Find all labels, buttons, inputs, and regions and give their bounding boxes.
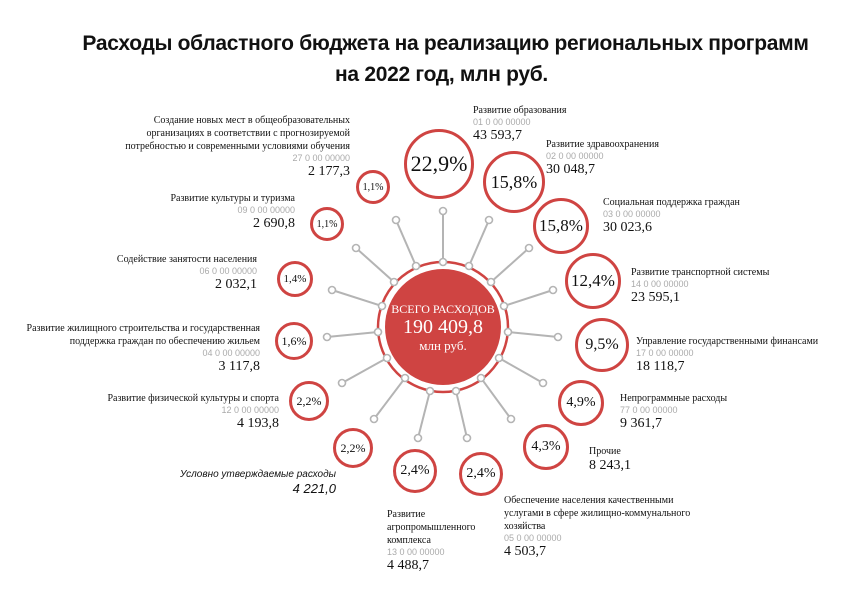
label-agro: Развитие агропромышленного комплекса 13 … — [387, 509, 476, 573]
label-social-support: Социальная поддержка граждан 03 0 00 000… — [603, 197, 740, 235]
percent-bubble-employment: 1,4% — [277, 261, 313, 297]
percent-bubble-social-support: 15,8% — [533, 198, 589, 254]
label-public-finance: Управление государственными финансами 17… — [636, 336, 819, 374]
label-other: Прочие 8 243,1 — [589, 446, 631, 473]
label-new-school-places: Создание новых мест в общеобразовательны… — [125, 115, 350, 179]
percent-bubble-sport: 2,2% — [289, 381, 329, 421]
total-label: ВСЕГО РАСХОДОВ — [391, 302, 495, 316]
percent-bubble-education: 22,9% — [404, 129, 474, 199]
label-sport: Развитие физической культуры и спорта 12… — [107, 393, 279, 431]
percent-bubble-agro: 2,4% — [393, 449, 437, 493]
percent-bubble-transport: 12,4% — [565, 253, 621, 309]
label-housing-construction: Развитие жилищного строительства и госуд… — [26, 323, 260, 374]
percent-bubble-non-program: 4,9% — [558, 380, 604, 426]
total-unit: млн руб. — [419, 338, 467, 353]
percent-bubble-new-school-places: 1,1% — [356, 170, 390, 204]
label-conditional: Условно утверждаемые расходы 4 221,0 — [180, 469, 336, 496]
label-healthcare: Развитие здравоохранения 02 0 00 00000 3… — [546, 139, 659, 177]
spoke-nodes — [322, 206, 563, 443]
percent-bubble-housing-construction: 1,6% — [275, 322, 313, 360]
percent-bubble-conditional: 2,2% — [333, 428, 373, 468]
percent-bubble-housing-utilities: 2,4% — [459, 452, 503, 496]
label-housing-utilities: Обеспечение населения качественными услу… — [504, 495, 691, 559]
center-disc — [385, 269, 501, 385]
label-culture: Развитие культуры и туризма 09 0 00 0000… — [170, 193, 295, 231]
percent-bubble-healthcare: 15,8% — [483, 151, 545, 213]
chart-title: Расходы областного бюджета на реализацию… — [0, 28, 843, 90]
label-education: Развитие образования 01 0 00 00000 43 59… — [473, 105, 567, 143]
chart-title-line2: на 2022 год, млн руб. — [335, 63, 548, 86]
percent-bubble-culture: 1,1% — [310, 207, 344, 241]
total-expenses: ВСЕГО РАСХОДОВ 190 409,8 млн руб. — [378, 268, 508, 353]
label-transport: Развитие транспортной системы 14 0 00 00… — [631, 267, 770, 305]
percent-bubble-public-finance: 9,5% — [575, 318, 629, 372]
label-non-program: Непрограммные расходы 77 0 00 00000 9 36… — [620, 393, 728, 431]
percent-bubble-other: 4,3% — [523, 424, 569, 470]
label-employment: Содействие занятости населения 06 0 00 0… — [116, 254, 257, 292]
chart-title-line1: Расходы областного бюджета на реализацию… — [82, 32, 809, 55]
total-value: 190 409,8 — [403, 316, 483, 338]
spokes — [326, 211, 559, 439]
